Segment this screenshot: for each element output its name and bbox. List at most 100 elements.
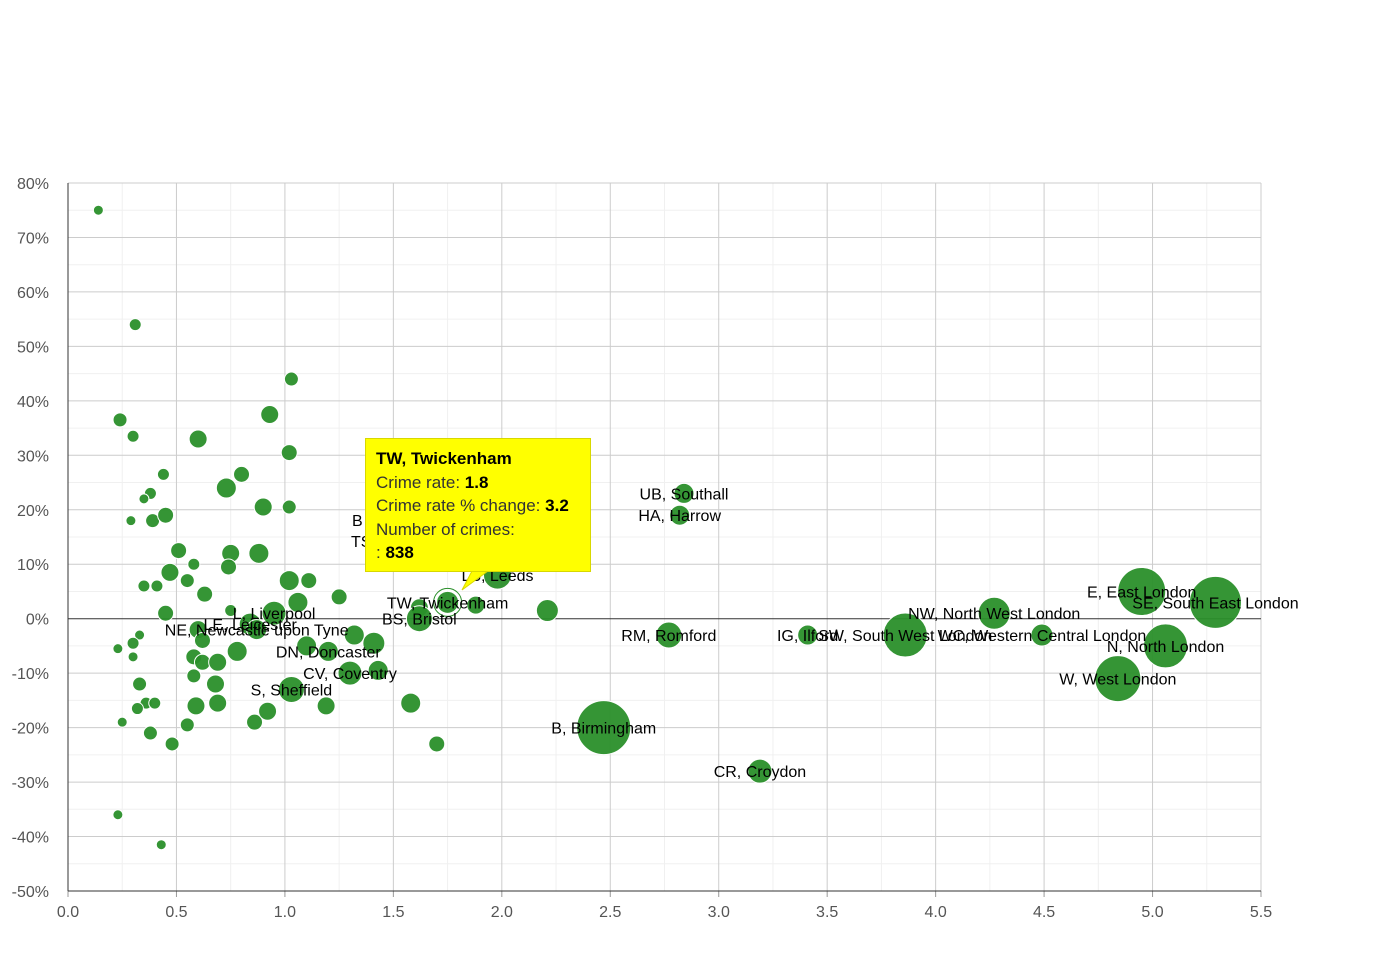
bubble-point[interactable] bbox=[281, 499, 297, 515]
bubble-point-labeled[interactable] bbox=[747, 758, 773, 784]
bubble-point[interactable] bbox=[134, 629, 146, 641]
bubble-point[interactable] bbox=[248, 542, 270, 564]
x-tick-label: 2.5 bbox=[599, 904, 621, 921]
bubble-point[interactable] bbox=[130, 702, 144, 716]
bubble-point-labeled[interactable] bbox=[977, 596, 1011, 630]
bubble-point[interactable] bbox=[220, 558, 238, 576]
bubble-point[interactable] bbox=[150, 579, 164, 593]
bubble-point[interactable] bbox=[128, 318, 142, 332]
x-tick-label: 4.5 bbox=[1033, 904, 1055, 921]
bubble-point[interactable] bbox=[164, 736, 180, 752]
bubble-label: LE, Leicester bbox=[204, 617, 298, 634]
bubble-point-labeled[interactable] bbox=[261, 600, 287, 626]
bubble-point[interactable] bbox=[258, 701, 278, 721]
bubble-point[interactable] bbox=[296, 635, 318, 657]
bubble-point[interactable] bbox=[179, 573, 195, 589]
bubble-point[interactable] bbox=[316, 696, 336, 716]
bubble-point[interactable] bbox=[535, 599, 559, 623]
bubble-point[interactable] bbox=[186, 668, 202, 684]
bubble-point[interactable] bbox=[208, 652, 228, 672]
bubble-point[interactable] bbox=[283, 371, 299, 387]
bubble-point-labeled[interactable] bbox=[317, 640, 339, 662]
bubble-point[interactable] bbox=[208, 693, 228, 713]
bubble-point[interactable] bbox=[170, 542, 188, 560]
y-tick-label: 30% bbox=[17, 448, 49, 465]
tooltip-count-label: Number of crimes: bbox=[376, 519, 515, 539]
highlight-outline bbox=[433, 587, 463, 617]
y-tick-label: -30% bbox=[12, 775, 49, 792]
bubble-point[interactable] bbox=[116, 716, 128, 728]
y-tick-label: 50% bbox=[17, 339, 49, 356]
bubble-point[interactable] bbox=[112, 643, 124, 655]
bubble-point[interactable] bbox=[187, 557, 201, 571]
bubble-point[interactable] bbox=[179, 717, 195, 733]
bubble-point[interactable] bbox=[343, 624, 365, 646]
bubble-label: HA, Harrow bbox=[638, 508, 721, 525]
bubble-point-labeled[interactable] bbox=[337, 660, 363, 686]
bubble-point[interactable] bbox=[188, 429, 208, 449]
bubble-point[interactable] bbox=[156, 467, 170, 481]
bubble-point[interactable] bbox=[400, 692, 422, 714]
bubble-point[interactable] bbox=[112, 412, 128, 428]
bubble-point-labeled[interactable] bbox=[576, 700, 632, 756]
bubble-point-labeled[interactable] bbox=[669, 504, 691, 526]
bubble-point[interactable] bbox=[112, 809, 124, 821]
bubble-point-labeled[interactable] bbox=[1117, 566, 1167, 616]
bubble-point-labeled[interactable] bbox=[1188, 575, 1242, 629]
bubble-point[interactable] bbox=[155, 839, 167, 851]
bubble-label-partial: B bbox=[352, 513, 363, 530]
bubble-point-labeled[interactable] bbox=[405, 605, 433, 633]
bubble-point[interactable] bbox=[428, 735, 446, 753]
highlight-ring bbox=[434, 589, 461, 616]
bubble-point[interactable] bbox=[160, 562, 180, 582]
bubble-point[interactable] bbox=[127, 651, 139, 663]
bubble-point[interactable] bbox=[300, 572, 318, 590]
bubble-point[interactable] bbox=[196, 585, 214, 603]
bubble-point[interactable] bbox=[278, 570, 300, 592]
bubble-point-labeled[interactable] bbox=[1143, 623, 1189, 669]
bubble-point[interactable] bbox=[186, 696, 206, 716]
bubble-point[interactable] bbox=[260, 404, 280, 424]
bubble-point[interactable] bbox=[138, 493, 150, 505]
bubble-series[interactable] bbox=[92, 204, 1242, 851]
tooltip-count-row: : 838 bbox=[376, 541, 580, 565]
bubble-point[interactable] bbox=[466, 595, 486, 615]
bubble-point-labeled[interactable] bbox=[673, 482, 695, 504]
bubble-point[interactable] bbox=[125, 515, 137, 527]
bubble-point[interactable] bbox=[224, 604, 238, 618]
bubble-point[interactable] bbox=[362, 631, 386, 655]
bubble-point[interactable] bbox=[92, 204, 104, 216]
bubble-point[interactable] bbox=[132, 676, 148, 692]
bubble-point[interactable] bbox=[367, 659, 389, 681]
bubble-point[interactable] bbox=[215, 477, 237, 499]
bubble-point[interactable] bbox=[157, 604, 175, 622]
bubble-point-labeled[interactable] bbox=[1094, 655, 1142, 703]
bubble-point[interactable] bbox=[193, 631, 211, 649]
bubble-point-labeled[interactable] bbox=[655, 621, 683, 649]
bubble-point[interactable] bbox=[253, 497, 273, 517]
bubble-label: SE, South East London bbox=[1132, 595, 1298, 612]
bubble-point[interactable] bbox=[126, 636, 140, 650]
bubble-point-labeled[interactable] bbox=[246, 619, 268, 641]
y-tick-label: -40% bbox=[12, 830, 49, 847]
bubble-point[interactable] bbox=[126, 429, 140, 443]
bubble-point[interactable] bbox=[137, 579, 151, 593]
bubble-point[interactable] bbox=[226, 640, 248, 662]
bubble-point[interactable] bbox=[287, 591, 309, 613]
bubble-point[interactable] bbox=[233, 465, 251, 483]
tooltip: TW, Twickenham Crime rate: 1.8 Crime rat… bbox=[365, 438, 591, 572]
bubble-point-labeled[interactable] bbox=[797, 624, 819, 646]
bubble-point[interactable] bbox=[330, 588, 348, 606]
bubble-point[interactable] bbox=[246, 713, 264, 731]
bubble-point[interactable] bbox=[193, 653, 211, 671]
bubble-label: DN, Doncaster bbox=[276, 644, 382, 661]
bubble-point[interactable] bbox=[157, 506, 175, 524]
bubble-label: B, Birmingham bbox=[551, 721, 656, 738]
bubble-point[interactable] bbox=[205, 674, 225, 694]
bubble-point-labeled[interactable] bbox=[882, 612, 928, 658]
bubble-point[interactable] bbox=[280, 444, 298, 462]
bubble-point[interactable] bbox=[148, 696, 162, 710]
bubble-point-labeled[interactable] bbox=[1030, 623, 1054, 647]
bubble-point-labeled[interactable] bbox=[277, 675, 305, 703]
bubble-point[interactable] bbox=[142, 725, 158, 741]
